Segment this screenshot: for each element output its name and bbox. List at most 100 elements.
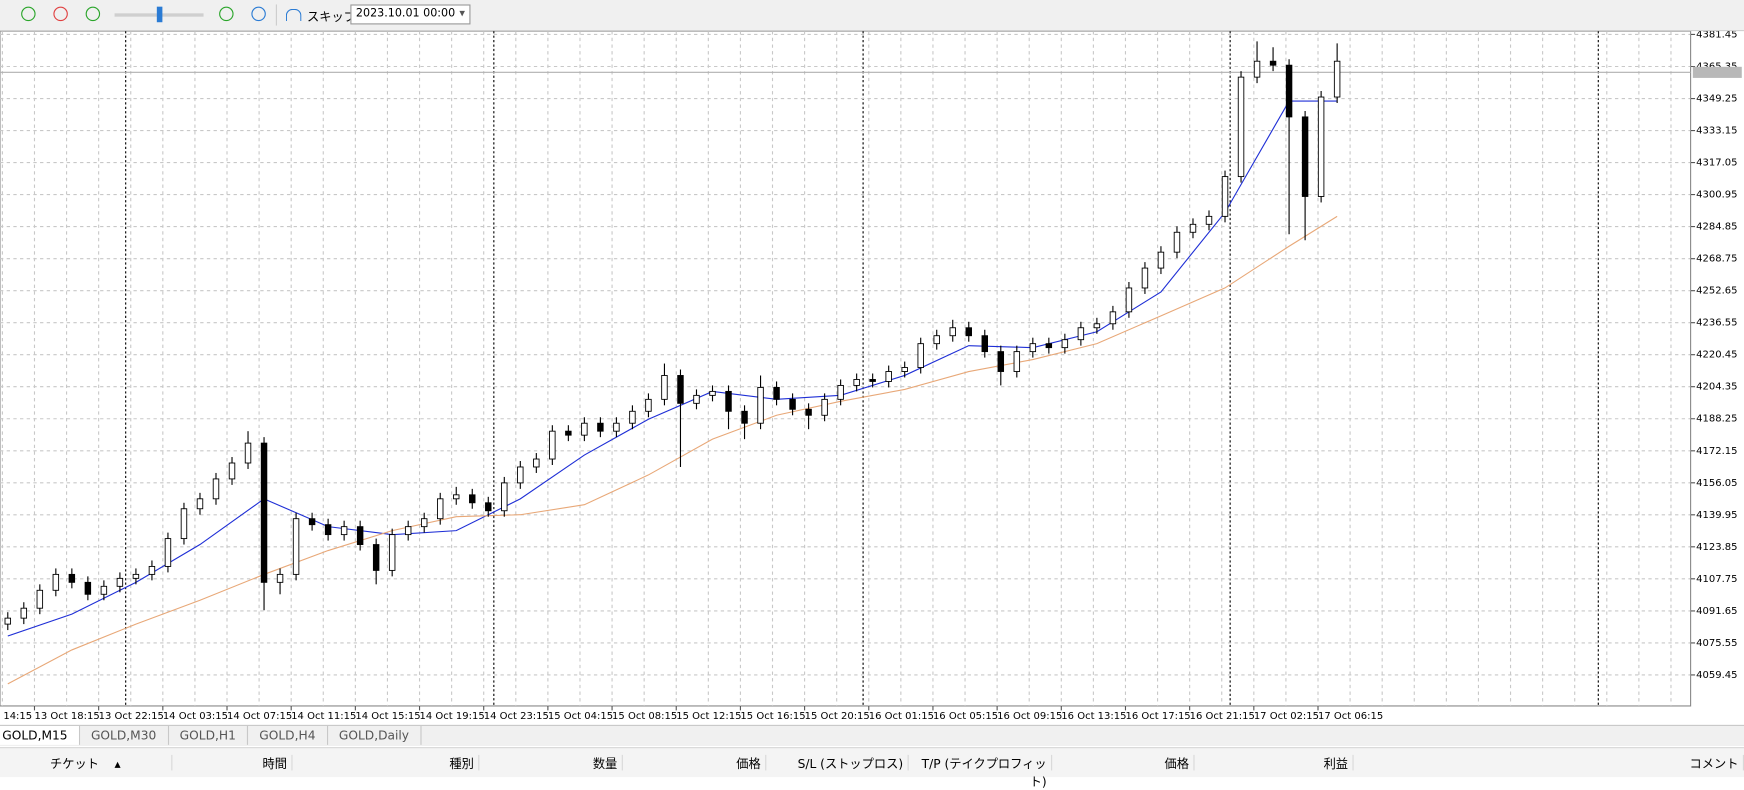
price-chart: 4381.454365.354349.254333.154317.054300.… [0, 31, 1742, 722]
candle-body [356, 526, 364, 545]
y-tick-label: 4172.15 [1696, 446, 1737, 457]
candle-body [517, 466, 524, 484]
candle-body [837, 384, 844, 400]
y-tick-label: 4123.85 [1696, 542, 1737, 553]
candle-body [372, 544, 380, 571]
candle-body [773, 386, 780, 400]
fast-forward-button[interactable] [219, 6, 234, 22]
candle-body [1157, 251, 1165, 269]
x-tick-label: 14 Oct 15:15 [355, 711, 420, 722]
x-tick-label: 16 Oct 01:15 [869, 711, 934, 722]
slider-thumb[interactable] [156, 6, 163, 23]
y-tick-label: 4075.55 [1696, 638, 1737, 649]
x-tick-label: 15 Oct 12:15 [676, 711, 741, 722]
column-header[interactable]: S/L (ストップロス) [766, 754, 909, 772]
x-tick-label: 14 Oct 19:15 [420, 711, 485, 722]
chart-tab[interactable]: GOLD,M15 [0, 725, 80, 745]
date-picker[interactable]: 2023.10.01 00:00 ▾ [350, 4, 471, 25]
skip-icon [285, 8, 302, 22]
candle-body [1333, 60, 1341, 98]
candle-body [132, 573, 140, 579]
plot-area [0, 31, 1692, 707]
y-tick-label: 4381.45 [1696, 31, 1737, 40]
chart-tab[interactable]: GOLD,M30 [80, 725, 169, 745]
candle-body [36, 589, 44, 609]
candle-body [436, 498, 444, 520]
candle-body [1013, 351, 1021, 372]
y-tick-label: 4268.75 [1696, 254, 1737, 265]
stop-button[interactable] [53, 6, 68, 22]
column-header[interactable]: チケット ▴ [0, 754, 173, 772]
candle-body [1269, 60, 1277, 66]
candle-body [821, 398, 828, 416]
x-tick-label: 14 Oct 03:15 [163, 711, 228, 722]
current-price-marker [1692, 66, 1742, 78]
candle-body [677, 375, 684, 404]
candle-body [501, 482, 508, 512]
y-tick-label: 4220.45 [1696, 350, 1737, 361]
chart-tab[interactable]: GOLD,H4 [248, 725, 328, 745]
candle-body [228, 462, 236, 480]
table-header: チケット ▴ 時間 種別 数量 価格 S/L (ストップロス) T/P (テイクプロフィット)… [0, 747, 1744, 789]
play-button[interactable] [21, 6, 36, 22]
column-header[interactable]: 種別 [293, 754, 480, 772]
y-tick-label: 4349.25 [1696, 94, 1737, 105]
candle-body [1141, 267, 1149, 289]
candle-body [260, 442, 268, 583]
column-header[interactable]: 利益 [1195, 754, 1354, 772]
candle-body [757, 386, 764, 424]
y-tick-label: 4252.65 [1696, 286, 1737, 297]
candle-body [805, 408, 812, 416]
rewind-button[interactable] [85, 6, 101, 22]
x-tick-label: 14 Oct 23:15 [484, 711, 549, 722]
x-tick-label: 16 Oct 21:15 [1190, 711, 1255, 722]
candle-body [340, 526, 348, 536]
candle-body [1301, 116, 1309, 197]
candle-body [453, 494, 460, 500]
candle-body [549, 430, 556, 460]
x-tick-label: 15 Oct 08:15 [612, 711, 677, 722]
column-header[interactable]: 数量 [479, 754, 623, 772]
date-text: 2023.10.01 00:00 [355, 7, 456, 21]
candle-body [581, 422, 588, 436]
candle-body [212, 478, 220, 500]
skip-button[interactable]: スキップ [306, 10, 356, 25]
chart-tab[interactable]: GOLD,Daily [328, 725, 422, 745]
candle-body [645, 398, 652, 412]
candle-body [981, 335, 989, 353]
column-header[interactable]: 価格 [623, 754, 767, 772]
step-button[interactable] [251, 6, 266, 22]
column-header[interactable]: 価格 [1052, 754, 1195, 772]
chart-tab[interactable]: GOLD,H1 [169, 725, 249, 745]
y-tick-label: 4300.95 [1696, 190, 1737, 201]
candle-body [613, 422, 620, 432]
y-tick-label: 4317.05 [1696, 158, 1737, 169]
column-header[interactable]: コメント [1354, 754, 1744, 772]
candle-body [709, 390, 716, 396]
candle-body [420, 518, 428, 528]
candle-body [1029, 343, 1037, 353]
chart-tabs: GOLD,M15 GOLD,M30 GOLD,H1 GOLD,H4 GOLD,Daily [0, 724, 1744, 746]
y-tick-label: 4091.65 [1696, 606, 1737, 617]
y-tick-label: 4284.85 [1696, 222, 1737, 233]
candle-body [148, 565, 156, 575]
candle-body [485, 502, 492, 512]
y-tick-label: 4139.95 [1696, 510, 1737, 521]
x-tick-label: 13 Oct 18:15 [34, 711, 99, 722]
candle-body [324, 524, 332, 536]
column-header[interactable]: 時間 [172, 754, 293, 772]
candle-body [661, 375, 668, 400]
column-header[interactable]: T/P (テイクプロフィット) [909, 754, 1053, 789]
candle-body [308, 518, 316, 526]
x-tick-label: 15 Oct 20:15 [805, 711, 870, 722]
y-tick-label: 4059.45 [1696, 670, 1737, 681]
candle-body [885, 371, 892, 382]
candle-body [1253, 60, 1261, 78]
candle-body [1109, 311, 1117, 325]
y-tick-label: 4236.55 [1696, 318, 1737, 329]
candle-body [292, 518, 300, 575]
y-tick-label: 4333.15 [1696, 126, 1737, 137]
candle-body [100, 585, 108, 595]
x-tick-label: 14 Oct 11:15 [291, 711, 356, 722]
candle-body [84, 581, 92, 595]
